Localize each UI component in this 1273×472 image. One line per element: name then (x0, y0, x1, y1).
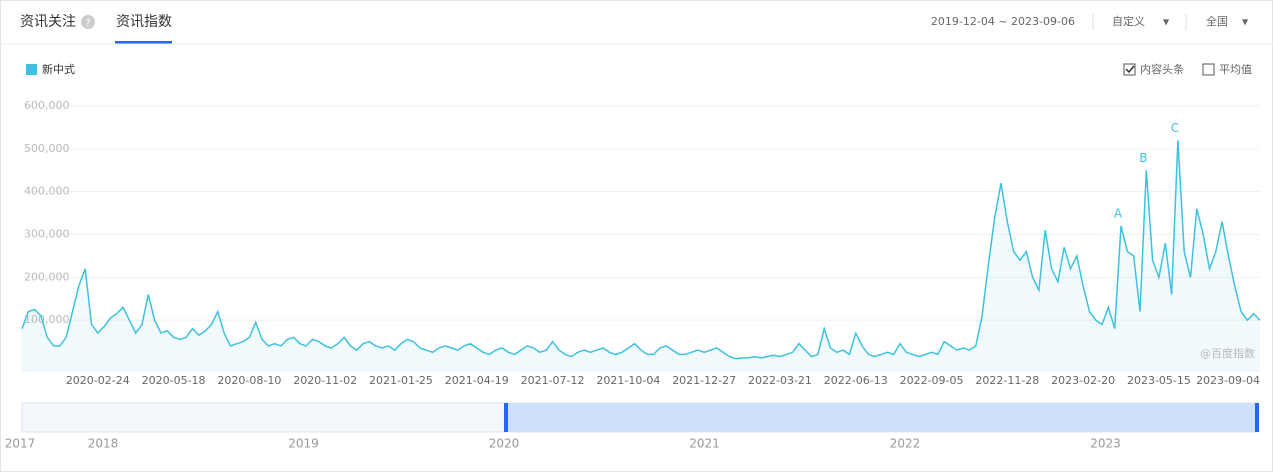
x-tick-label: 2020-08-10 (217, 374, 281, 387)
line (21, 140, 1261, 360)
tab-underline (115, 41, 172, 44)
slider-year: 2019 (288, 437, 319, 451)
legend-swatch (26, 64, 37, 75)
x-tick-label: 2022-03-21 (748, 374, 812, 387)
y-tick-label: 200,000 (24, 270, 70, 283)
x-tick-label: 2023-09-04 (1196, 374, 1260, 387)
x-tick-label: 2023-02-20 (1051, 374, 1115, 387)
x-tick-label: 2020-05-18 (142, 374, 206, 387)
x-tick-label: 2022-06-13 (824, 374, 888, 387)
x-tick-label: 2021-12-27 (672, 374, 736, 387)
area (22, 140, 1260, 371)
period-select[interactable]: 自定义 (1112, 14, 1145, 28)
range-handle[interactable] (1255, 403, 1259, 432)
watermark: @百度指数 (1200, 346, 1255, 360)
help-icon[interactable] (81, 15, 95, 29)
help-mark: ? (85, 18, 90, 29)
range-handle[interactable] (504, 403, 508, 432)
slider-year: 2020 (489, 437, 520, 451)
x-tick-label: 2023-05-15 (1127, 374, 1191, 387)
dropdown-arrow: ▼ (1163, 18, 1170, 27)
x-tick-label: 2021-10-04 (596, 374, 660, 387)
checkbox-label[interactable]: 内容头条 (1140, 62, 1184, 76)
annotation: A (1114, 206, 1123, 220)
x-tick-label: 2021-01-25 (369, 374, 433, 387)
y-tick-label: 600,000 (24, 99, 70, 112)
slider-year: 2017 (5, 437, 36, 451)
region-select[interactable]: 全国 (1206, 14, 1228, 28)
x-tick-label: 2022-11-28 (975, 374, 1039, 387)
slider-year: 2023 (1090, 437, 1121, 451)
x-tick-label: 2020-02-24 (66, 374, 130, 387)
slider-year: 2018 (88, 437, 119, 451)
range-selection[interactable] (506, 403, 1258, 432)
y-tick-label: 300,000 (24, 228, 70, 241)
y-tick-label: 500,000 (24, 142, 70, 155)
x-tick-label: 2021-04-19 (445, 374, 509, 387)
checkbox[interactable] (1202, 63, 1215, 76)
slider-year: 2021 (689, 437, 720, 451)
checkmark (1125, 65, 1135, 74)
date-range[interactable]: 2019-12-04 ~ 2023-09-06 (931, 15, 1075, 28)
x-tick-label: 2020-11-02 (293, 374, 357, 387)
legend-label: 新中式 (42, 62, 75, 76)
slider-year: 2022 (890, 437, 921, 451)
y-tick-label: 100,000 (24, 313, 70, 326)
tab-active[interactable]: 资讯指数 (116, 14, 172, 30)
y-tick-label: 400,000 (24, 185, 70, 198)
annotation: C (1171, 121, 1179, 135)
dropdown-arrow: ▼ (1242, 18, 1249, 27)
checkbox-label[interactable]: 平均值 (1219, 63, 1252, 76)
x-tick-label: 2022-09-05 (900, 374, 964, 387)
x-tick-label: 2021-07-12 (521, 374, 585, 387)
annotation: B (1139, 151, 1147, 165)
checkbox[interactable] (1123, 63, 1136, 76)
tab[interactable]: 资讯关注 (20, 14, 76, 30)
